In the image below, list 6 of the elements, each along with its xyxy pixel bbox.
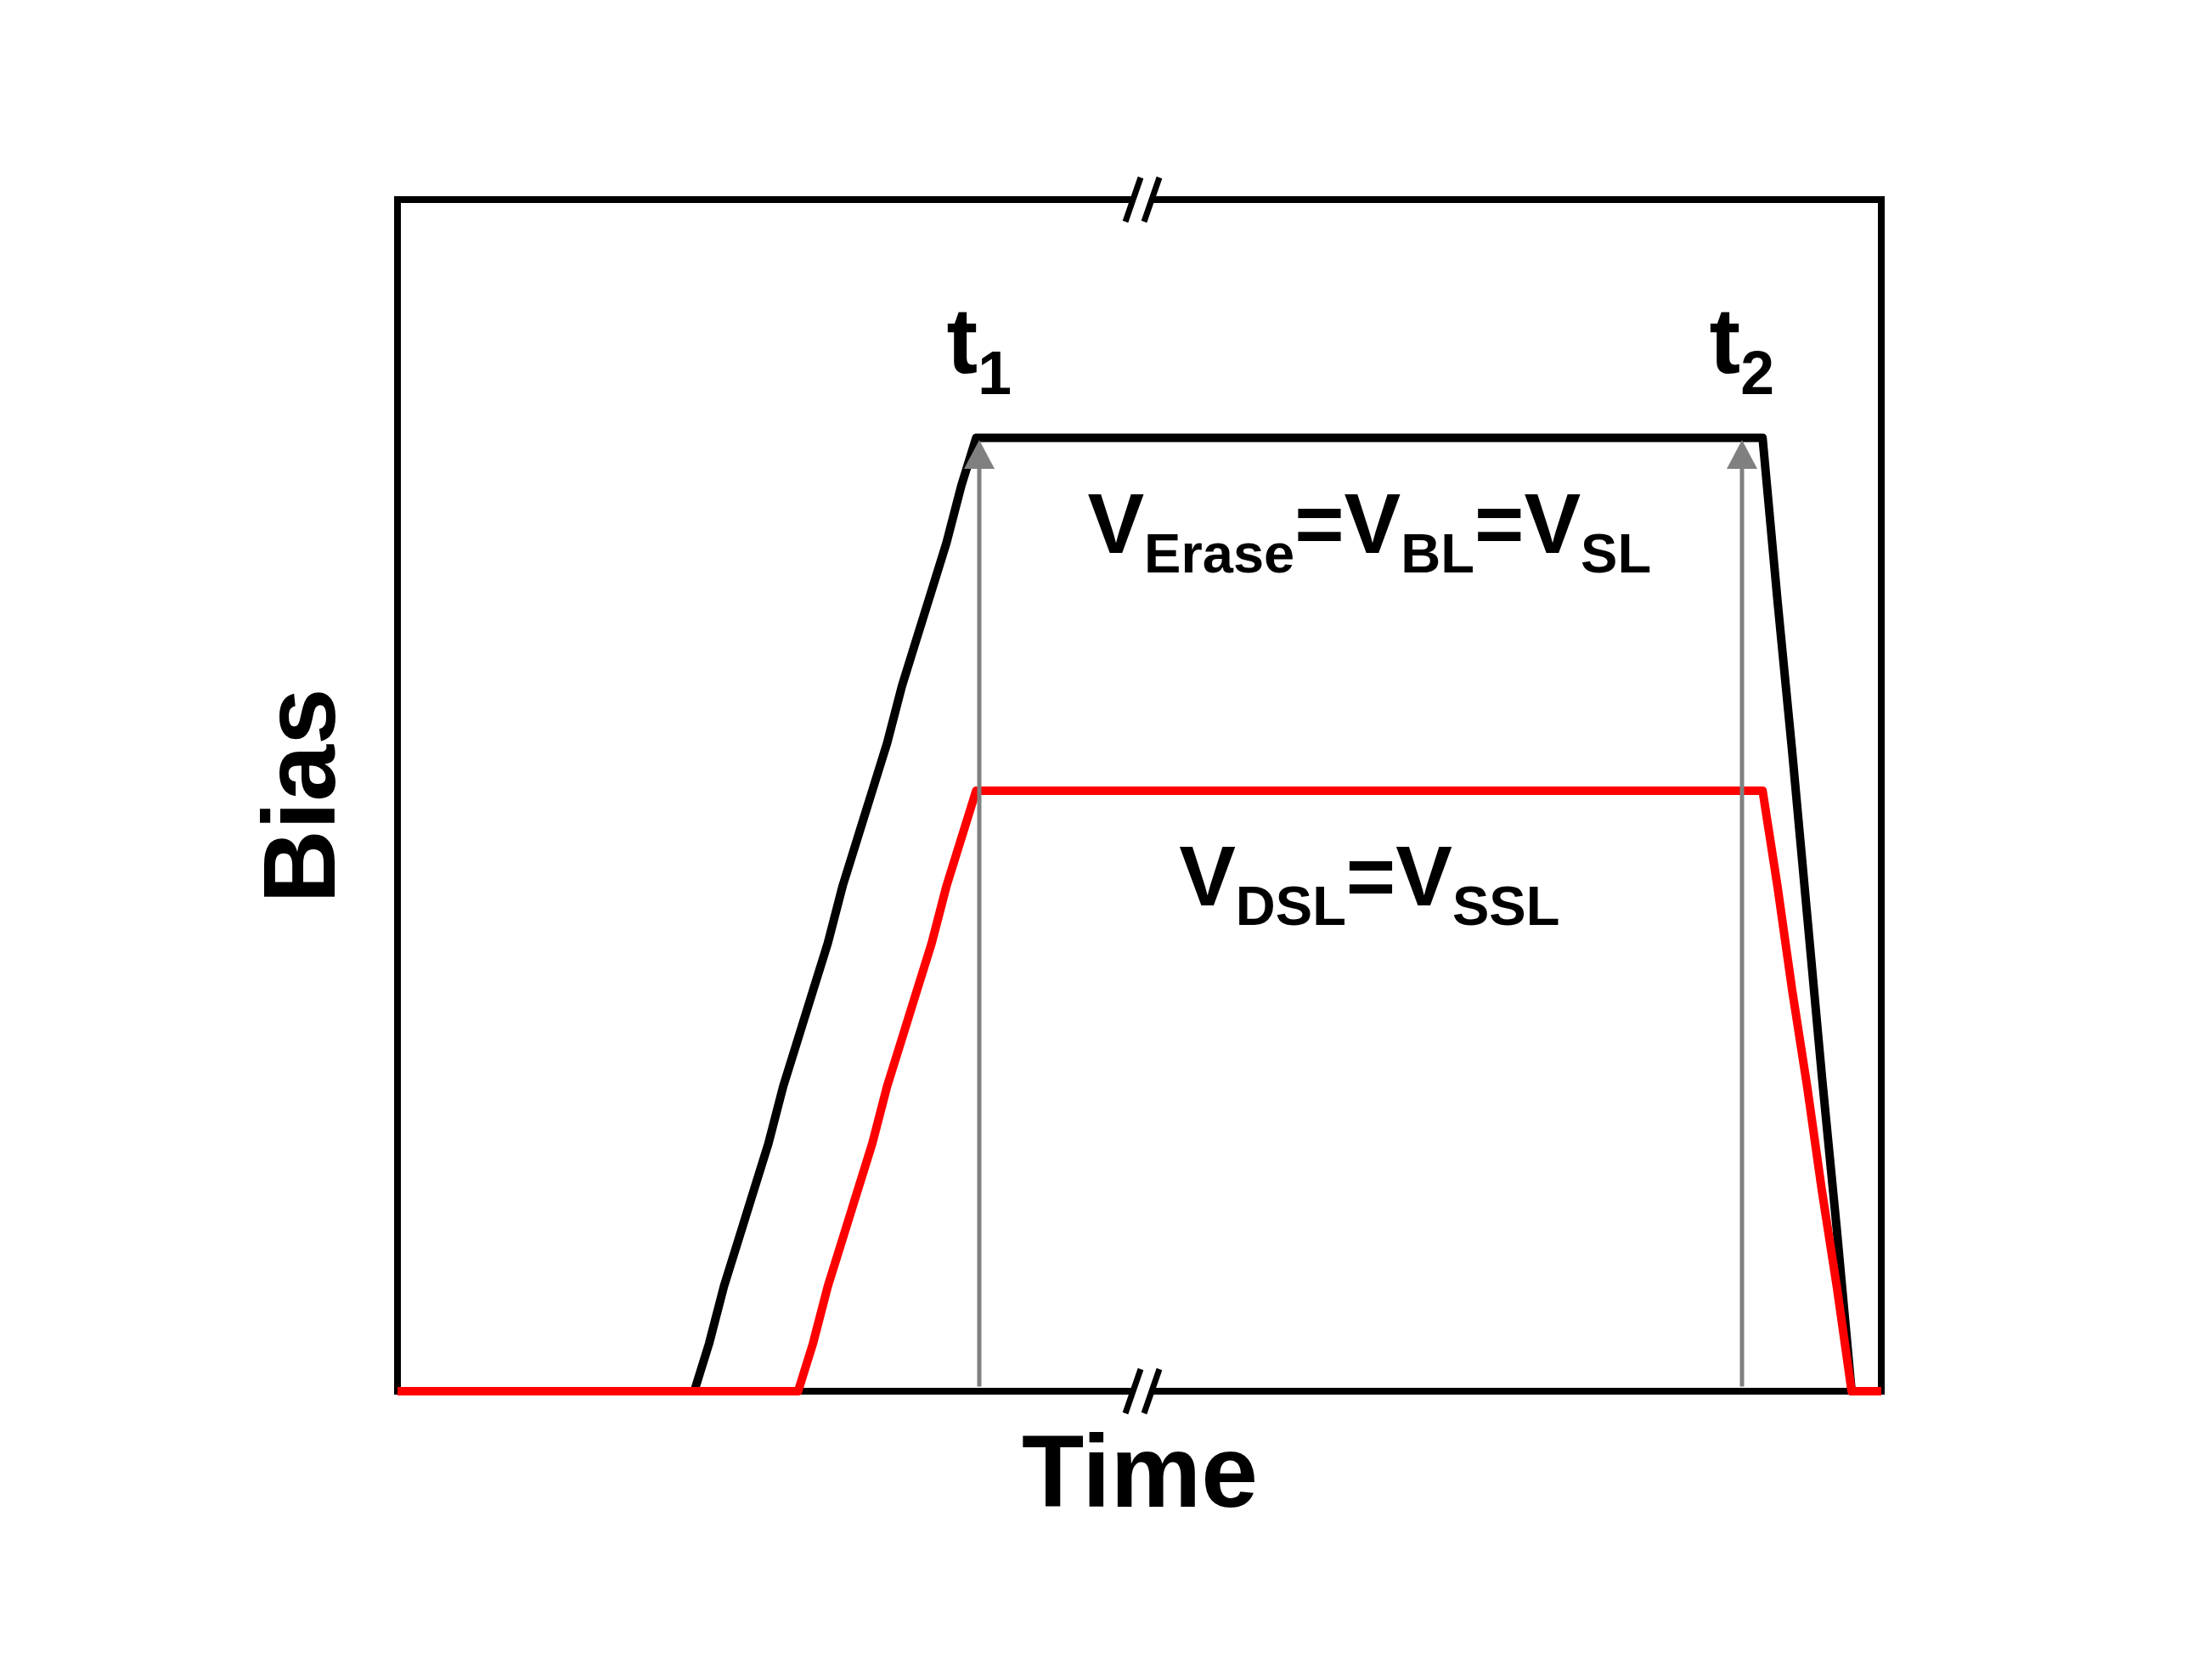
y-axis-title: Bias (241, 688, 356, 904)
text: t$_{2}$ (1709, 288, 1774, 408)
text: t$_{1}$ (946, 288, 1012, 408)
series-label: V$_{DSL}$=V$_{SSL}$ (1179, 827, 1560, 937)
series-label: V$_{Erase}$=V$_{BL}$=V$_{SL}$ (1087, 475, 1652, 584)
x-axis-title: Time (1022, 1413, 1258, 1528)
